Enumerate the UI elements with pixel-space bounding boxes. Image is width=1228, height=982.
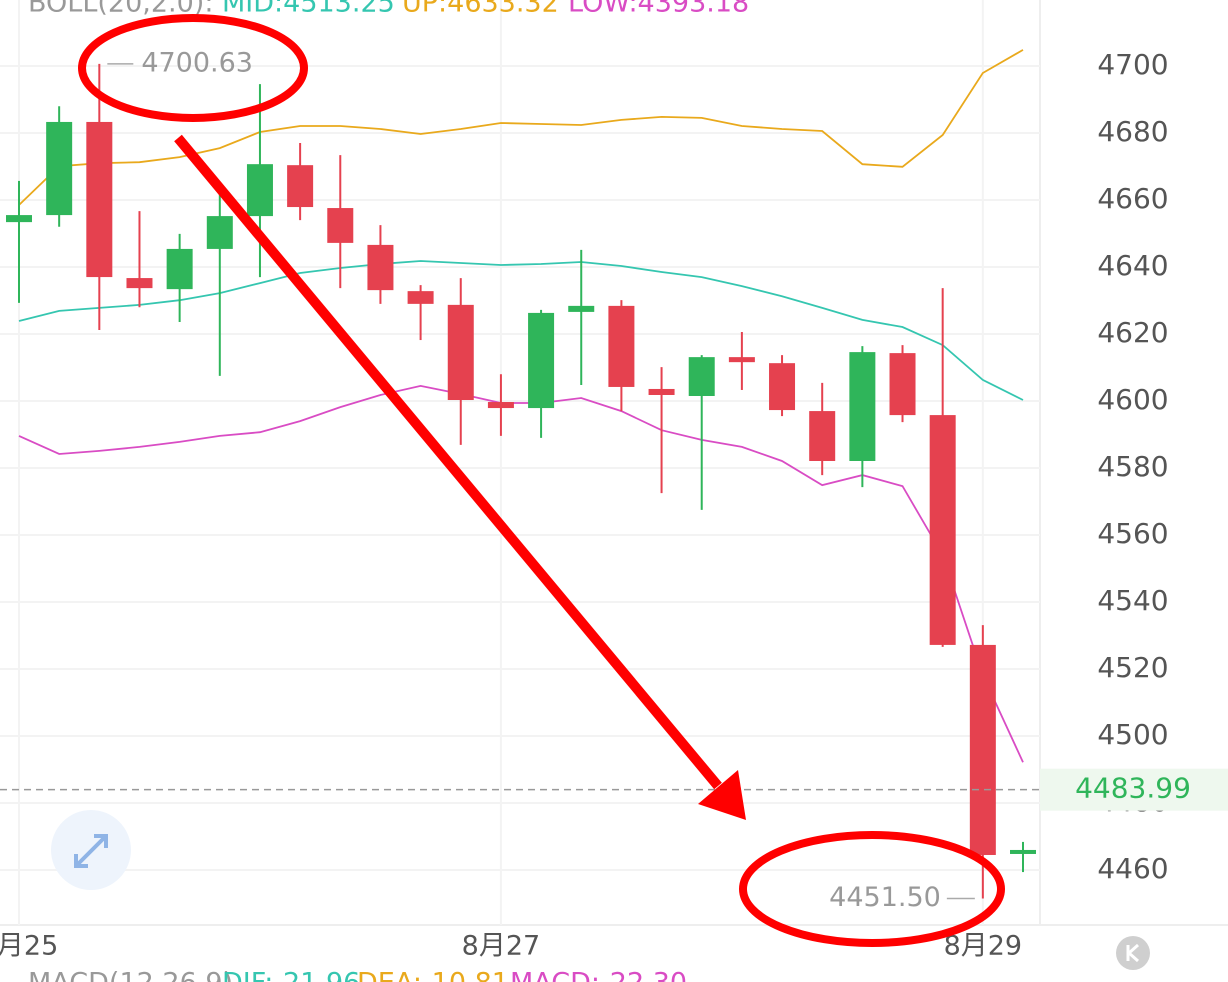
- grid: [0, 0, 1040, 925]
- candle-body: [86, 121, 113, 278]
- candle-body: [46, 121, 73, 216]
- candle-body: [849, 352, 876, 461]
- candle-body: [969, 644, 996, 855]
- candle-body: [246, 164, 273, 217]
- candle-body: [487, 402, 514, 409]
- candle-body: [688, 357, 715, 396]
- highlight-ellipse: [78, 14, 308, 122]
- x-tick-label: 8月25: [0, 931, 58, 962]
- legend-entry: LOW:4393.18: [568, 0, 749, 19]
- candle-body: [327, 208, 354, 243]
- k-icon: [1126, 943, 1139, 963]
- last-price-box: [1040, 768, 1228, 811]
- candle-body: [206, 216, 233, 249]
- x-tick-label: 8月27: [462, 931, 541, 962]
- band-line: [18, 384, 1024, 763]
- candle-body: [166, 248, 193, 290]
- candle-body: [367, 244, 394, 291]
- candle-body: [287, 165, 314, 208]
- y-tick-label: 4580: [1097, 450, 1168, 483]
- band-line: [18, 260, 1024, 401]
- y-tick-label: 4680: [1097, 115, 1168, 148]
- footer-item: DEA:-10.81: [357, 968, 509, 982]
- candle-body: [1010, 849, 1036, 854]
- candle-body: [929, 415, 956, 645]
- y-tick-label: 4560: [1097, 517, 1168, 550]
- y-tick-label: 4500: [1097, 718, 1168, 751]
- y-tick-label: 4700: [1097, 48, 1168, 81]
- last-price-label: 4483.99: [1075, 772, 1191, 805]
- candle-body: [407, 291, 434, 304]
- max-label: 4700.63: [141, 47, 253, 78]
- arrow-head: [698, 770, 746, 820]
- k-button[interactable]: [1116, 936, 1150, 970]
- candle-body: [126, 278, 153, 289]
- candle-body: [528, 312, 555, 409]
- footer-item: MACD:-22.30: [510, 968, 687, 982]
- min-label: 4451.50: [829, 882, 941, 913]
- candle-body: [889, 353, 916, 416]
- y-tick-label: 4600: [1097, 383, 1168, 416]
- candle-body: [568, 305, 595, 312]
- indicator-label: BOLL(20,2.0):: [28, 0, 213, 19]
- labels: 4460448045004520454045604580460046204640…: [0, 0, 1228, 962]
- legend-entry: MID:4513.25: [222, 0, 395, 19]
- candle-body: [608, 305, 635, 387]
- candle-body: [728, 357, 755, 363]
- footer-label: MACD(12,26,9): [28, 968, 233, 982]
- y-tick-label: 4540: [1097, 584, 1168, 617]
- candle-body: [6, 215, 32, 223]
- footer-item: DIF:-21.96: [222, 968, 360, 982]
- candle-body: [447, 304, 474, 401]
- y-tick-label: 4640: [1097, 249, 1168, 282]
- y-tick-label: 4460: [1097, 852, 1168, 885]
- legend-entry: UP:4633.32: [402, 0, 559, 19]
- y-tick-label: 4660: [1097, 182, 1168, 215]
- arrow-shaft: [174, 134, 722, 790]
- expand-icon: [74, 834, 108, 868]
- y-tick-label: 4520: [1097, 651, 1168, 684]
- candle-body: [648, 388, 675, 395]
- candle-body: [769, 363, 796, 411]
- candle-body: [809, 411, 836, 461]
- x-tick-label: 8月29: [944, 931, 1023, 962]
- y-tick-label: 4620: [1097, 316, 1168, 349]
- candles: [6, 63, 1036, 899]
- highlight-ellipse: [739, 831, 1005, 947]
